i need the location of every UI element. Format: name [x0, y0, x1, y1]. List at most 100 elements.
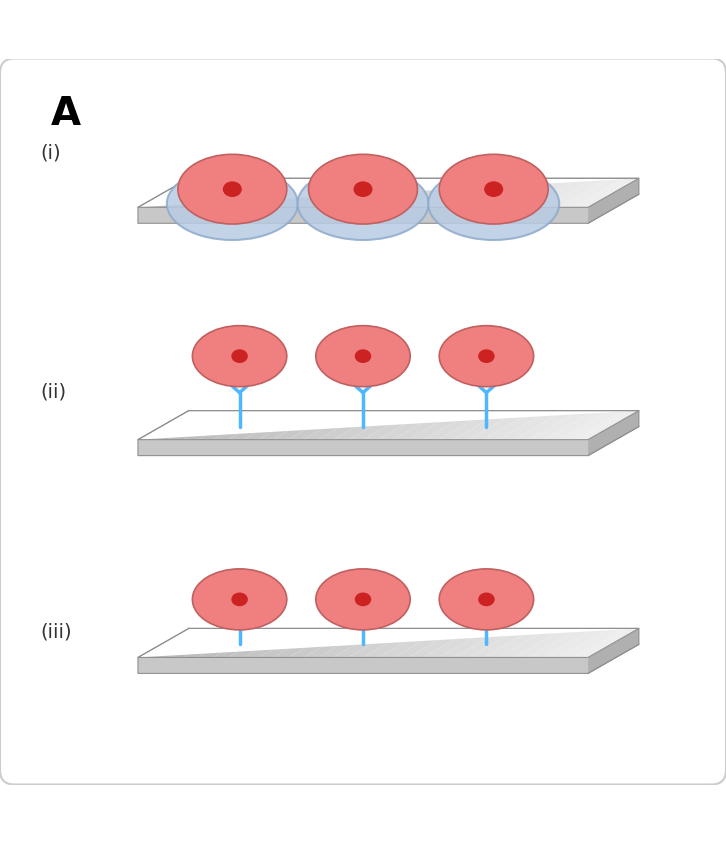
- Polygon shape: [468, 417, 522, 440]
- Polygon shape: [348, 643, 388, 658]
- Polygon shape: [513, 632, 572, 658]
- Polygon shape: [198, 202, 221, 207]
- Polygon shape: [528, 181, 589, 207]
- Ellipse shape: [167, 168, 298, 240]
- Polygon shape: [198, 652, 221, 658]
- Polygon shape: [333, 194, 372, 207]
- Polygon shape: [153, 438, 171, 440]
- Polygon shape: [333, 426, 372, 440]
- Ellipse shape: [316, 569, 410, 630]
- Polygon shape: [273, 647, 305, 658]
- Polygon shape: [558, 411, 622, 440]
- Polygon shape: [213, 434, 238, 440]
- Polygon shape: [153, 656, 171, 658]
- Polygon shape: [453, 186, 505, 207]
- Ellipse shape: [439, 154, 548, 224]
- Ellipse shape: [192, 325, 287, 387]
- Polygon shape: [588, 411, 639, 455]
- Polygon shape: [363, 642, 405, 658]
- Polygon shape: [393, 190, 439, 207]
- Polygon shape: [483, 416, 539, 440]
- Polygon shape: [498, 183, 555, 207]
- Polygon shape: [288, 429, 322, 440]
- Text: (ii): (ii): [40, 383, 66, 402]
- Ellipse shape: [192, 569, 287, 630]
- Polygon shape: [483, 634, 539, 658]
- Polygon shape: [138, 207, 588, 223]
- Polygon shape: [228, 432, 255, 440]
- Polygon shape: [288, 647, 322, 658]
- Polygon shape: [288, 196, 322, 207]
- Polygon shape: [303, 428, 338, 440]
- Ellipse shape: [223, 181, 242, 197]
- Polygon shape: [558, 630, 622, 658]
- Ellipse shape: [316, 325, 410, 387]
- Ellipse shape: [309, 154, 417, 224]
- Text: (iii): (iii): [40, 622, 72, 642]
- Polygon shape: [483, 184, 539, 207]
- Polygon shape: [573, 628, 639, 658]
- Ellipse shape: [355, 593, 371, 606]
- Polygon shape: [543, 631, 605, 658]
- Polygon shape: [378, 641, 422, 658]
- Polygon shape: [543, 180, 605, 207]
- Polygon shape: [243, 200, 272, 207]
- Polygon shape: [453, 636, 505, 658]
- Ellipse shape: [178, 154, 287, 224]
- Polygon shape: [198, 435, 221, 440]
- Polygon shape: [303, 196, 338, 207]
- Polygon shape: [168, 204, 188, 207]
- Polygon shape: [423, 421, 472, 440]
- Polygon shape: [378, 423, 422, 440]
- Polygon shape: [393, 422, 439, 440]
- Polygon shape: [273, 197, 305, 207]
- Polygon shape: [243, 432, 272, 440]
- Polygon shape: [273, 430, 305, 440]
- Ellipse shape: [478, 349, 494, 363]
- Polygon shape: [453, 418, 505, 440]
- Ellipse shape: [439, 325, 534, 387]
- Polygon shape: [318, 645, 355, 658]
- Polygon shape: [408, 189, 455, 207]
- FancyBboxPatch shape: [0, 58, 726, 785]
- Polygon shape: [558, 180, 622, 207]
- Polygon shape: [573, 411, 639, 440]
- Ellipse shape: [354, 181, 372, 197]
- Polygon shape: [438, 419, 489, 440]
- Polygon shape: [153, 206, 171, 207]
- Ellipse shape: [232, 593, 248, 606]
- Polygon shape: [213, 652, 238, 658]
- Polygon shape: [138, 440, 588, 455]
- Text: (i): (i): [40, 143, 60, 163]
- Ellipse shape: [478, 593, 494, 606]
- Ellipse shape: [428, 168, 559, 240]
- Polygon shape: [258, 649, 288, 658]
- Ellipse shape: [298, 168, 428, 240]
- Ellipse shape: [439, 569, 534, 630]
- Ellipse shape: [355, 349, 371, 363]
- Polygon shape: [138, 438, 155, 440]
- Polygon shape: [228, 201, 255, 207]
- Polygon shape: [408, 422, 455, 440]
- Polygon shape: [348, 193, 388, 207]
- Polygon shape: [183, 203, 205, 207]
- Polygon shape: [513, 182, 572, 207]
- Polygon shape: [588, 628, 639, 674]
- Polygon shape: [183, 653, 205, 658]
- Polygon shape: [498, 633, 555, 658]
- Polygon shape: [213, 201, 238, 207]
- Polygon shape: [138, 658, 588, 674]
- Ellipse shape: [484, 181, 503, 197]
- Polygon shape: [588, 178, 639, 223]
- Polygon shape: [498, 416, 555, 440]
- Polygon shape: [303, 646, 338, 658]
- Polygon shape: [318, 195, 355, 207]
- Polygon shape: [438, 637, 489, 658]
- Polygon shape: [258, 199, 288, 207]
- Polygon shape: [363, 424, 405, 440]
- Polygon shape: [543, 412, 605, 440]
- Polygon shape: [168, 437, 188, 440]
- Polygon shape: [468, 635, 522, 658]
- Polygon shape: [243, 650, 272, 658]
- Polygon shape: [333, 644, 372, 658]
